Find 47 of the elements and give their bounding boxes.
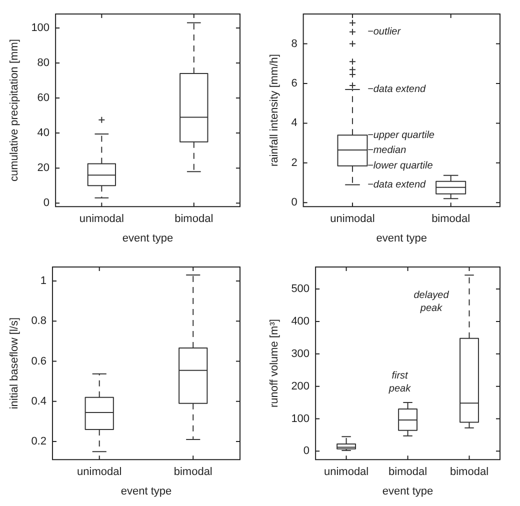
y-tick-label: 100 — [31, 22, 50, 34]
y-tick-label: 0.2 — [31, 436, 46, 448]
x-axis-title: event type — [382, 485, 434, 498]
y-tick-label: 0.4 — [31, 395, 46, 408]
x-axis-title: event type — [122, 232, 174, 244]
y-tick-label: 0.8 — [31, 315, 46, 328]
y-tick-label: 8 — [291, 38, 298, 50]
annotation: −lower quartile — [367, 160, 434, 172]
x-tick-label: bimodal — [174, 213, 214, 226]
annotation: −data extend — [367, 180, 426, 191]
x-axis-title: event type — [376, 232, 428, 244]
annotation: delayed peak — [414, 290, 450, 314]
y-axis-title: cumulative precipitation [mm] — [8, 39, 21, 182]
x-tick-label: bimodal — [388, 466, 428, 478]
y-tick-label: 80 — [37, 57, 50, 70]
y-tick-label: 20 — [37, 162, 50, 174]
y-tick-label: 400 — [291, 316, 310, 328]
x-tick-label: bimodal — [432, 213, 470, 226]
y-tick-label: 100 — [291, 412, 310, 425]
x-axis-title: event type — [120, 485, 172, 498]
annotation: −median — [367, 144, 407, 156]
y-tick-label: 0 — [43, 197, 50, 210]
y-axis-title: rainfall intensity [mm/h] — [268, 54, 281, 167]
y-tick-label: 0.6 — [31, 355, 46, 368]
annotation: −outlier — [367, 26, 402, 38]
y-tick-label: 0 — [291, 196, 298, 209]
y-tick-label: 6 — [291, 78, 298, 90]
y-tick-label: 1 — [40, 275, 46, 288]
x-tick-label: unimodal — [324, 466, 369, 478]
x-tick-label: unimodal — [79, 213, 124, 226]
y-axis-title: runoff volume [m³] — [268, 319, 281, 408]
y-tick-label: 300 — [291, 348, 310, 360]
annotation: first peak — [388, 370, 412, 394]
x-tick-label: unimodal — [77, 466, 122, 478]
y-tick-label: 500 — [291, 283, 310, 296]
x-tick-label: bimodal — [450, 466, 489, 478]
annotation: −upper quartile — [367, 130, 435, 141]
x-tick-label: unimodal — [330, 213, 375, 226]
y-axis-title: initial baseflow [l/s] — [8, 317, 21, 410]
y-tick-label: 60 — [37, 92, 50, 104]
y-tick-label: 40 — [37, 127, 50, 140]
y-tick-label: 2 — [291, 156, 298, 169]
y-tick-label: 4 — [291, 117, 298, 130]
y-tick-label: 0 — [303, 445, 310, 458]
y-tick-label: 200 — [291, 380, 310, 392]
annotation: −data extend — [367, 84, 426, 96]
x-tick-label: bimodal — [174, 466, 212, 478]
